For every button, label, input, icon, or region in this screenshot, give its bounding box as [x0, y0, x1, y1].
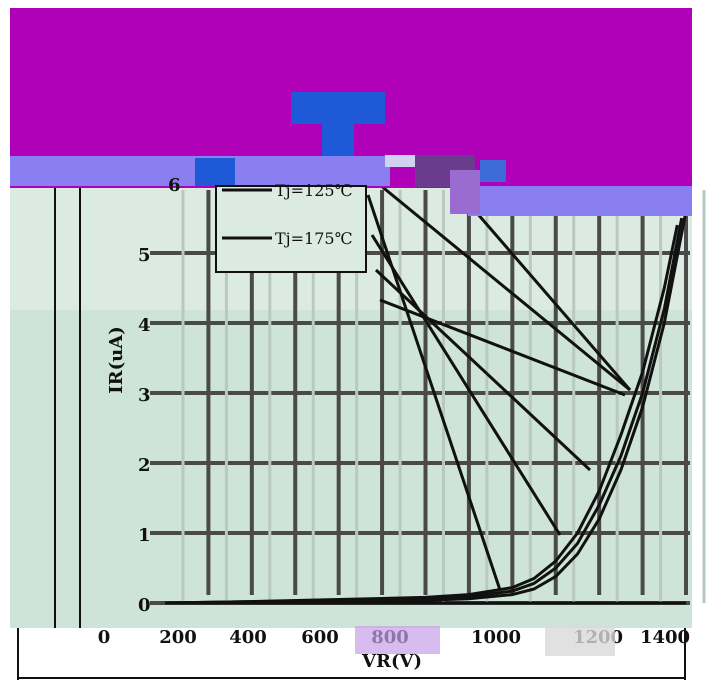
leader-line	[370, 234, 562, 536]
x-tick-label: 600	[301, 627, 339, 648]
plot-background-band	[10, 310, 692, 628]
series-curves	[164, 210, 688, 605]
xlabel-noise-1	[355, 626, 440, 654]
legend-box	[215, 185, 367, 273]
y-tick-label: 0	[138, 595, 151, 616]
leader-line	[379, 298, 626, 397]
leader-line	[366, 194, 502, 591]
y-tick-label: 2	[138, 455, 151, 476]
banner-strip-right	[468, 186, 692, 216]
x-tick-label: 1400	[640, 627, 690, 648]
y-tick-label: 5	[138, 245, 151, 266]
annotation-leader-lines	[366, 183, 632, 591]
banner-noise-3	[385, 155, 415, 167]
leader-line	[374, 268, 592, 472]
leader-line	[379, 183, 631, 392]
legend-label-tj175: Tj=175℃	[275, 229, 352, 248]
x-tick-label: 1000	[471, 627, 521, 648]
blue-block-top	[291, 92, 385, 124]
x-axis-label: VR(V)	[361, 651, 422, 672]
banner-noise-2	[450, 170, 480, 214]
y-tick-label: 4	[138, 315, 151, 336]
y-tick-label: 1	[138, 525, 151, 546]
series-line	[164, 210, 688, 605]
xlabel-noise-2	[545, 626, 615, 656]
y-axis-label: IR(uA)	[106, 326, 127, 393]
banner-strip-block	[195, 158, 235, 186]
x-tick-label: 200	[159, 627, 197, 648]
x-tick-label: 400	[229, 627, 267, 648]
y-tick-label: 6	[168, 175, 181, 196]
blue-block-stem	[322, 122, 354, 158]
y-tick-labels: 0 1 2 3 4 5 6	[138, 175, 181, 616]
y-tick-label: 3	[138, 385, 151, 406]
legend-label-tj125: Tj=125℃	[275, 181, 352, 200]
leader-line	[468, 204, 632, 391]
x-tick-label: 0	[98, 627, 111, 648]
banner-noise-4	[480, 160, 506, 182]
legend: Tj=125℃ Tj=175℃	[215, 181, 367, 273]
